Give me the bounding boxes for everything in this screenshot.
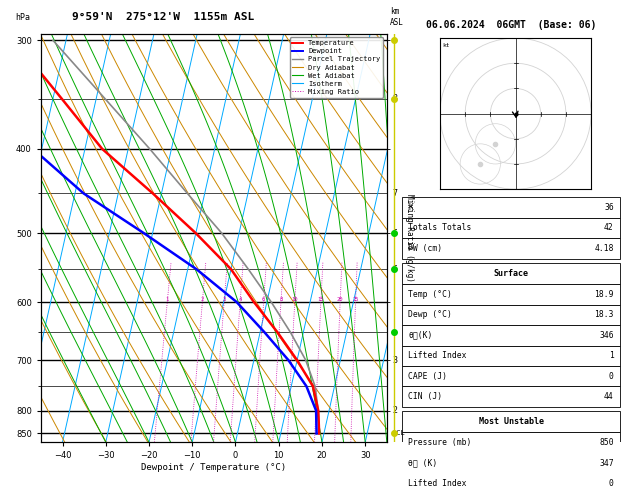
Bar (402, 238, 620, 259)
Text: 850: 850 (599, 438, 614, 447)
Text: Lifted Index: Lifted Index (408, 479, 467, 486)
Bar (402, 386, 620, 407)
Text: θᴇ (K): θᴇ (K) (408, 459, 438, 468)
Text: 0: 0 (609, 479, 614, 486)
Text: Dewp (°C): Dewp (°C) (408, 311, 452, 319)
Text: 4: 4 (238, 297, 242, 302)
Text: 42: 42 (604, 224, 614, 232)
Text: 7: 7 (392, 189, 397, 198)
Text: 5: 5 (392, 265, 397, 274)
Text: 1: 1 (609, 351, 614, 360)
Bar (402, 284, 620, 305)
Text: 2: 2 (201, 297, 204, 302)
Text: θᴇ(K): θᴇ(K) (408, 331, 433, 340)
Bar (402, 473, 620, 486)
Bar (402, 346, 620, 366)
Text: km
ASL: km ASL (390, 7, 404, 27)
Text: LCL: LCL (392, 431, 405, 436)
Text: 06.06.2024  06GMT  (Base: 06): 06.06.2024 06GMT (Base: 06) (426, 20, 596, 30)
Bar (402, 305, 620, 325)
Text: 6: 6 (262, 297, 265, 302)
Text: 20: 20 (337, 297, 343, 302)
Text: 36: 36 (604, 203, 614, 212)
Text: Temp (°C): Temp (°C) (408, 290, 452, 299)
Text: 3: 3 (223, 297, 226, 302)
Text: CAPE (J): CAPE (J) (408, 372, 447, 381)
Text: PW (cm): PW (cm) (408, 244, 442, 253)
Text: 0: 0 (609, 372, 614, 381)
Text: hPa: hPa (16, 13, 31, 22)
Text: 18.9: 18.9 (594, 290, 614, 299)
Bar (402, 433, 620, 453)
Text: K: K (408, 203, 413, 212)
Text: Most Unstable: Most Unstable (479, 417, 543, 426)
Text: 8: 8 (392, 94, 397, 103)
Bar (402, 197, 620, 218)
Text: 1: 1 (165, 297, 169, 302)
Text: 44: 44 (604, 392, 614, 401)
Text: 25: 25 (352, 297, 359, 302)
Text: 18.3: 18.3 (594, 311, 614, 319)
Text: Surface: Surface (494, 269, 528, 278)
Bar (402, 411, 620, 433)
Text: 15: 15 (318, 297, 324, 302)
Bar (402, 325, 620, 346)
Bar (402, 366, 620, 386)
Text: 3: 3 (392, 356, 397, 364)
Text: 6: 6 (392, 229, 397, 238)
Text: CIN (J): CIN (J) (408, 392, 442, 401)
Text: 347: 347 (599, 459, 614, 468)
Bar (402, 262, 620, 284)
Text: 4.18: 4.18 (594, 244, 614, 253)
Text: 9°59'N  275°12'W  1155m ASL: 9°59'N 275°12'W 1155m ASL (72, 12, 255, 22)
Legend: Temperature, Dewpoint, Parcel Trajectory, Dry Adiabat, Wet Adiabat, Isotherm, Mi: Temperature, Dewpoint, Parcel Trajectory… (289, 37, 383, 98)
X-axis label: Dewpoint / Temperature (°C): Dewpoint / Temperature (°C) (142, 463, 286, 472)
Text: 8: 8 (279, 297, 282, 302)
Text: Totals Totals: Totals Totals (408, 224, 472, 232)
Text: Lifted Index: Lifted Index (408, 351, 467, 360)
Text: 10: 10 (292, 297, 298, 302)
Text: © weatheronline.co.uk: © weatheronline.co.uk (467, 434, 555, 440)
Text: 346: 346 (599, 331, 614, 340)
Text: 2: 2 (392, 406, 397, 415)
Y-axis label: Mixing Ratio (g/kg): Mixing Ratio (g/kg) (405, 194, 414, 282)
Bar (402, 453, 620, 473)
Bar (402, 218, 620, 238)
Text: Pressure (mb): Pressure (mb) (408, 438, 472, 447)
